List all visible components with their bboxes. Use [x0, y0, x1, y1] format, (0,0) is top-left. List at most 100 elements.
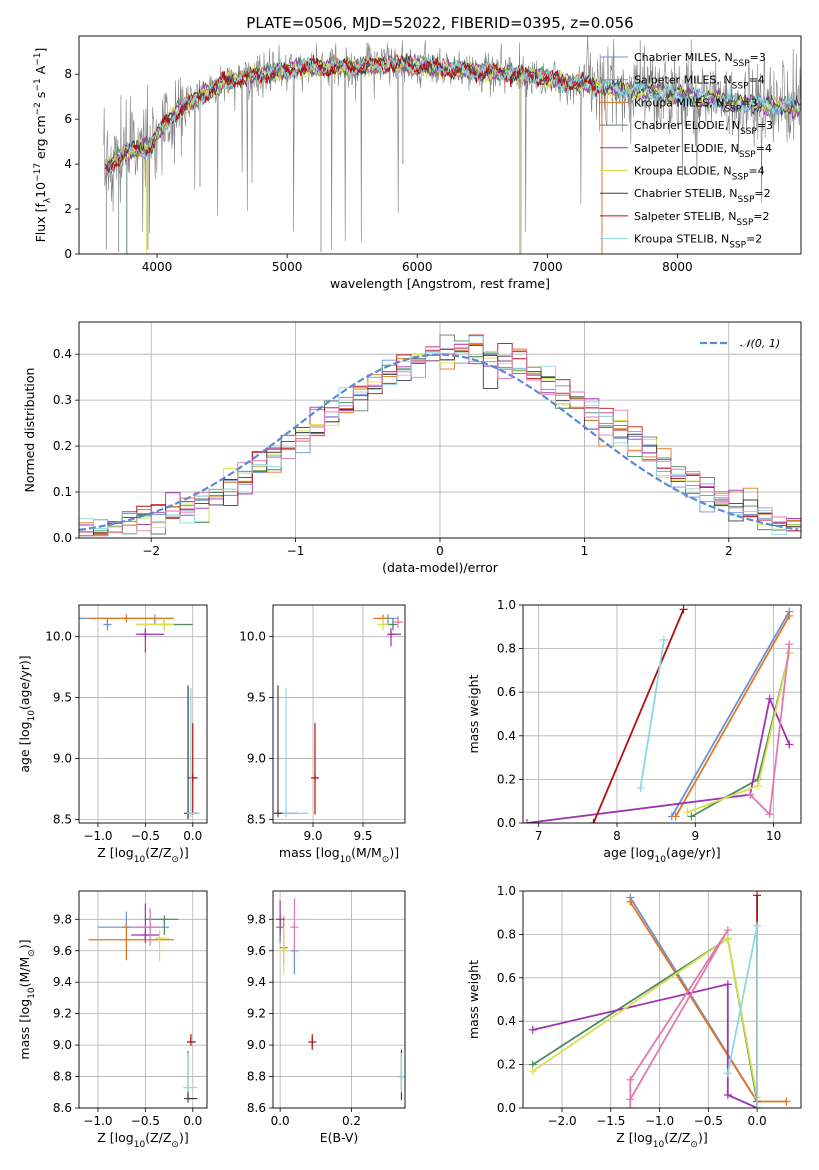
weight-line: [592, 609, 685, 823]
x-axis-label: E(B-V): [320, 1130, 359, 1145]
plot-area: [528, 891, 791, 1108]
tick-label-y: 9.8: [247, 912, 266, 926]
tick-label-y: 9.8: [53, 912, 72, 926]
tick-label-y: 0.1: [53, 485, 72, 499]
legend-label: 𝒩(0, 1): [740, 337, 780, 350]
spectrum-model-line: [104, 54, 602, 175]
tick-label-y: 9.5: [247, 691, 266, 705]
tick-label-y: 0.6: [497, 685, 516, 699]
panel-weight-vs-Z: −2.0 −1.5 −1.0 −0.5 0.0 0.0 0.2 0.4 0.6 0.8 1.0 Z […: [466, 884, 802, 1150]
tick-label-y: 9.6: [247, 944, 266, 958]
tick-label-y: 0.6: [497, 971, 516, 985]
weight-line: [629, 929, 729, 1108]
axes-frame: [78, 890, 208, 1109]
tick-label-y: 8.8: [53, 1070, 72, 1084]
tick-label-y: 1.0: [497, 598, 516, 612]
tick-label-y: 0.0: [497, 1101, 516, 1115]
tick-label-x: −0.5: [131, 1114, 160, 1128]
y-axis-label: Flux [fλ10−17 erg cm−2 s−1 A−1]: [33, 48, 53, 243]
y-axis-label: age [log10(age/yr)]: [17, 655, 37, 772]
tick-label-y: 9.4: [247, 975, 266, 989]
tick-label-y: 8.8: [247, 1070, 266, 1084]
tick-label-y: 0.3: [53, 393, 72, 407]
legend-label: Chabrier MILES, NSSP=3: [634, 51, 766, 69]
histogram-step: [79, 344, 801, 538]
axes-frame: [272, 604, 406, 824]
panel-mass-vs-Z: −1.0 −0.5 0.0 8.6 8.8 9.0 9.2 9.4 9.6 9.8 Z [log10…: [17, 890, 208, 1150]
weight-line: [671, 611, 791, 817]
axes-frame: [272, 890, 406, 1109]
tick-label-x: 0.0: [271, 1114, 290, 1128]
spectrum-model-line: [104, 55, 801, 169]
x-axis-label: (data-model)/error: [382, 560, 499, 575]
tick-label-y: 10.0: [45, 630, 72, 644]
spectrum-model-line: [104, 54, 801, 178]
tick-label-x: 0.2: [342, 1114, 361, 1128]
tick-label-y: 0.0: [497, 816, 516, 830]
tick-label-x: 7000: [532, 260, 563, 274]
axes-frame: [78, 604, 208, 824]
x-axis-label: mass [log10(M/M⊙)]: [279, 845, 399, 865]
tick-label-x: 7: [535, 829, 543, 843]
tick-label-x: 9.0: [303, 829, 322, 843]
weight-line: [687, 652, 791, 813]
weight-line: [532, 983, 758, 1108]
tick-label-x: 4000: [142, 260, 173, 274]
tick-label-x: 5000: [272, 260, 303, 274]
legend-label: Kroupa MILES, NSSP=3: [634, 96, 758, 114]
legend-label: Kroupa STELIB, NSSP=2: [634, 233, 762, 251]
panel-spectrum: 4000 5000 6000 7000 8000 0 2 4 6 8 wavelength [Ang…: [33, 35, 802, 291]
y-axis-label: Normed distribution: [22, 368, 37, 493]
weight-line: [639, 639, 665, 789]
x-axis-label: Z [log10(Z/Z⊙)]: [97, 1130, 188, 1150]
tick-label-x: 9.5: [353, 829, 372, 843]
tick-label-y: 6: [64, 112, 72, 126]
tick-label-y: 8: [64, 67, 72, 81]
plot-area: [88, 903, 198, 1103]
tick-label-y: 0.2: [497, 1058, 516, 1072]
x-axis-label: wavelength [Angstrom, rest frame]: [330, 276, 550, 291]
tick-label-x: −1.5: [596, 1114, 625, 1128]
plot-area: [79, 614, 201, 820]
tick-label-y: 9.5: [53, 691, 72, 705]
plot-area: [274, 614, 403, 818]
panel-mass-vs-EBV: 0.0 0.2 8.6 8.8 9.0 9.2 9.4 9.6 9.8 E(B-V): [247, 890, 406, 1145]
tick-label-y: 9.6: [53, 944, 72, 958]
legend: Chabrier MILES, NSSP=3 Salpeter MILES, NS…: [600, 51, 773, 251]
x-axis-label: Z [log10(Z/Z⊙)]: [97, 845, 188, 865]
tick-label-y: 1.0: [497, 884, 516, 898]
legend-label: Salpeter ELODIE, NSSP=4: [634, 142, 772, 160]
tick-label-x: 8: [613, 829, 621, 843]
tick-label-x: −2: [142, 544, 160, 558]
tick-label-x: 0.0: [183, 829, 202, 843]
plot-area: [103, 36, 801, 254]
tick-label-x: 8000: [662, 260, 693, 274]
tick-label-y: 9.4: [53, 975, 72, 989]
legend-label: Kroupa ELODIE, NSSP=4: [634, 165, 765, 183]
axes-frame: [522, 604, 802, 824]
panel-weight-vs-age: 7 8 9 10 0.0 0.2 0.4 0.6 0.8 1.0 age [log10(age/yr…: [466, 598, 802, 865]
tick-label-y: 4: [64, 157, 72, 171]
tick-label-x: −2.0: [547, 1114, 576, 1128]
tick-label-y: 8.5: [247, 812, 266, 826]
tick-label-x: −1.0: [645, 1114, 674, 1128]
tick-label-x: −0.5: [694, 1114, 723, 1128]
tick-label-y: 9.0: [53, 751, 72, 765]
weight-line: [532, 937, 758, 1102]
x-axis-label: age [log10(age/yr)]: [603, 845, 720, 865]
tick-label-y: 0.4: [497, 1014, 516, 1028]
y-axis-label: mass [log10(M/M⊙)]: [17, 939, 37, 1059]
legend-label: Salpeter STELIB, NSSP=2: [634, 210, 770, 228]
panel-age-vs-mass: 9.0 9.5 8.5 9.0 9.5 10.0 mass [log10(M/M⊙)]: [239, 604, 406, 865]
tick-label-y: 8.5: [53, 812, 72, 826]
tick-label-x: 6000: [402, 260, 433, 274]
tick-label-x: 0: [436, 544, 444, 558]
axes-frame: [522, 890, 802, 1109]
tick-label-y: 0: [64, 247, 72, 261]
plot-area: [79, 334, 801, 538]
tick-label-x: 0.0: [748, 1114, 767, 1128]
tick-label-y: 9.0: [247, 751, 266, 765]
tick-label-y: 8.6: [53, 1101, 72, 1115]
y-axis-label: mass weight: [466, 674, 481, 753]
